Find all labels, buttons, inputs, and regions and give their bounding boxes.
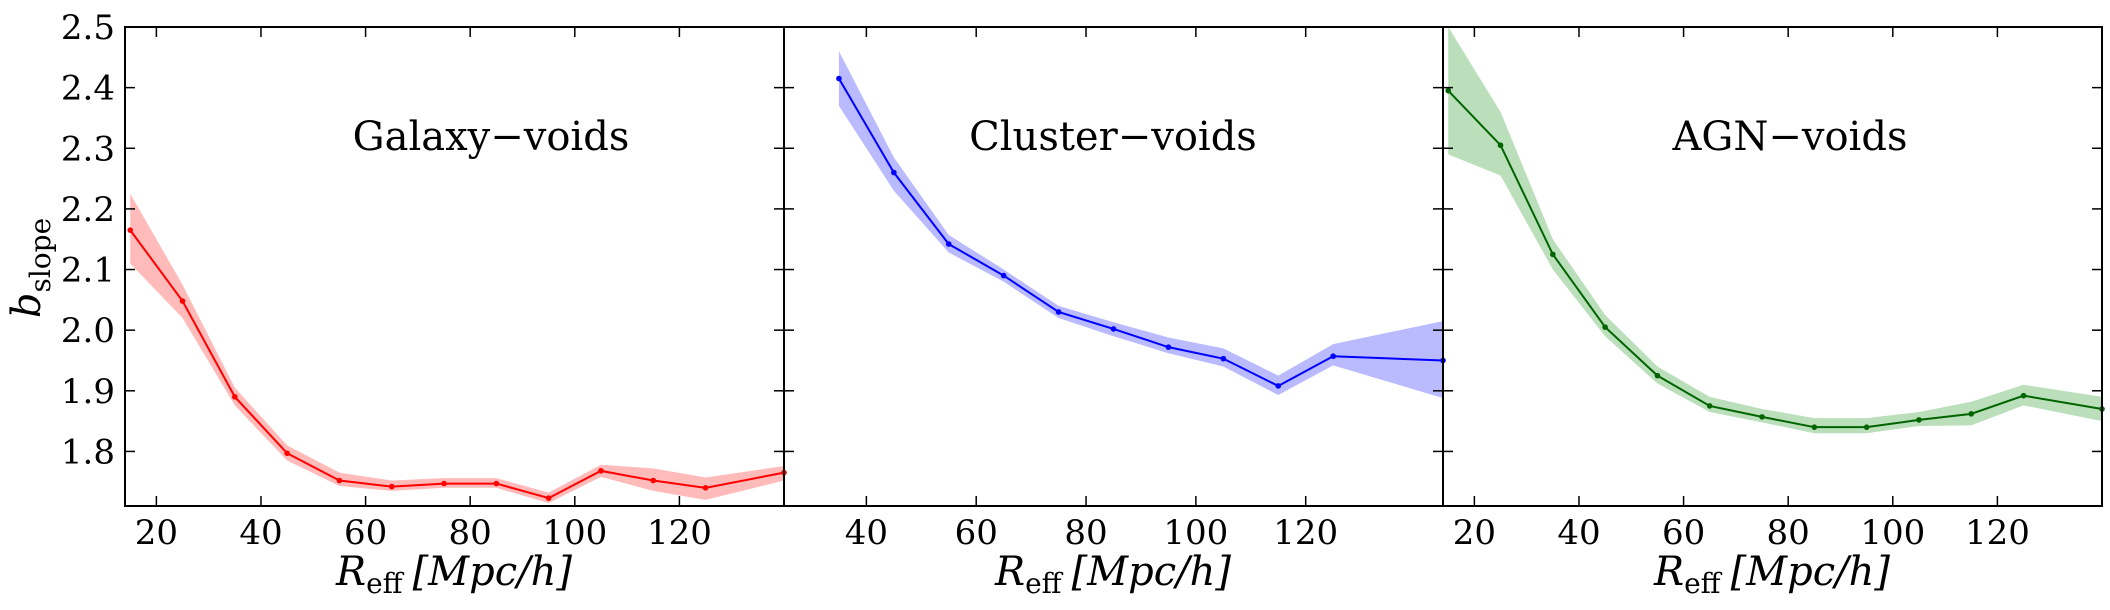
error-band [1448, 27, 2102, 434]
x-axis-label: Reff [Mpc/h] [335, 549, 572, 600]
data-point [441, 480, 447, 487]
data-point [179, 298, 186, 304]
data-point [1654, 372, 1661, 379]
x-tick-label: 80 [1064, 513, 1107, 553]
error-band [838, 51, 1443, 399]
panel-title: AGN−voids [1672, 114, 1908, 160]
panel-agn-voids: 20 40 60 80 100 120 AGN−voids Reff [Mpc/h] [1442, 26, 2105, 600]
y-tick-label: 2.5 [61, 8, 115, 48]
data-point [336, 477, 343, 484]
panel-title: Galaxy−voids [353, 114, 630, 160]
data-point [1110, 326, 1117, 332]
data-point [702, 485, 709, 491]
x-tick-label: 40 [1557, 513, 1600, 553]
data-point [1863, 424, 1870, 430]
data-point [1811, 424, 1818, 430]
x-tick-label: 40 [845, 513, 888, 553]
x-tick-label: 120 [647, 513, 712, 553]
data-point [2020, 392, 2027, 399]
data-point [1759, 414, 1765, 420]
x-tick-label: 100 [1163, 513, 1228, 553]
y-axis-label-sub: slope [24, 218, 57, 293]
data-point [1220, 355, 1227, 362]
y-tick-label: 2.0 [61, 311, 115, 351]
x-axis-label: Reff [Mpc/h] [994, 549, 1231, 600]
data-point [1706, 403, 1713, 409]
data-point [836, 75, 842, 82]
data-point [945, 241, 952, 247]
data-point [598, 468, 604, 474]
data-point [650, 477, 657, 484]
y-tick-label: 2.4 [61, 69, 115, 109]
panel-frame [1442, 26, 2103, 507]
series-line [129, 229, 785, 500]
data-point [1602, 324, 1608, 330]
panel-cluster-voids: 40 60 80 100 120 Cluster−voids Reff [Mpc/h] [783, 26, 1446, 600]
x-tick-label: 100 [1860, 513, 1925, 553]
data-point [1968, 411, 1975, 417]
y-tick-label: 2.3 [61, 129, 115, 169]
x-tick-label: 40 [239, 513, 282, 553]
data-point [1550, 251, 1556, 258]
panel-frame [783, 26, 1444, 507]
y-tick-label: 1.9 [61, 372, 115, 412]
x-tick-label: 80 [449, 513, 492, 553]
x-tick-label: 20 [135, 513, 178, 553]
y-axis: 1.8 1.9 2.0 2.1 2.2 2.3 2.4 2.5 [61, 8, 115, 472]
data-point [388, 483, 395, 490]
x-tick-label: 120 [1273, 513, 1338, 553]
data-point [1055, 309, 1062, 315]
data-point [1330, 353, 1336, 360]
y-axis-label-main: b [4, 293, 50, 319]
panel-galaxy-voids: 20 40 60 80 100 120 Galaxy−voids Reff [Mpc/h] [124, 26, 787, 600]
data-point [1497, 142, 1504, 149]
y-tick-label: 2.1 [61, 251, 115, 291]
y-axis-label: bslope [4, 218, 57, 318]
y-tick-label: 2.2 [61, 190, 115, 230]
data-point [493, 480, 500, 487]
x-axis-label: Reff [Mpc/h] [1653, 549, 1890, 600]
x-tick-label: 100 [542, 513, 607, 553]
error-band [130, 193, 784, 503]
x-tick-label: 60 [955, 513, 998, 553]
data-point [284, 450, 290, 457]
data-point [1916, 417, 1922, 423]
data-point [891, 169, 897, 176]
x-tick-label: 20 [1453, 513, 1496, 553]
data-point [127, 227, 134, 233]
x-tick-label: 80 [1767, 513, 1810, 553]
data-point [1165, 344, 1172, 350]
data-point [545, 495, 552, 501]
panel-frame [124, 26, 785, 507]
x-tick-label: 60 [344, 513, 387, 553]
y-tick-label: 1.8 [61, 432, 115, 472]
x-tick-label: 120 [1965, 513, 2030, 553]
panel-title: Cluster−voids [969, 114, 1257, 160]
data-point [232, 394, 238, 400]
data-point [1275, 383, 1282, 389]
x-tick-label: 60 [1662, 513, 1705, 553]
data-point [1000, 272, 1007, 279]
data-point [1445, 87, 1452, 94]
